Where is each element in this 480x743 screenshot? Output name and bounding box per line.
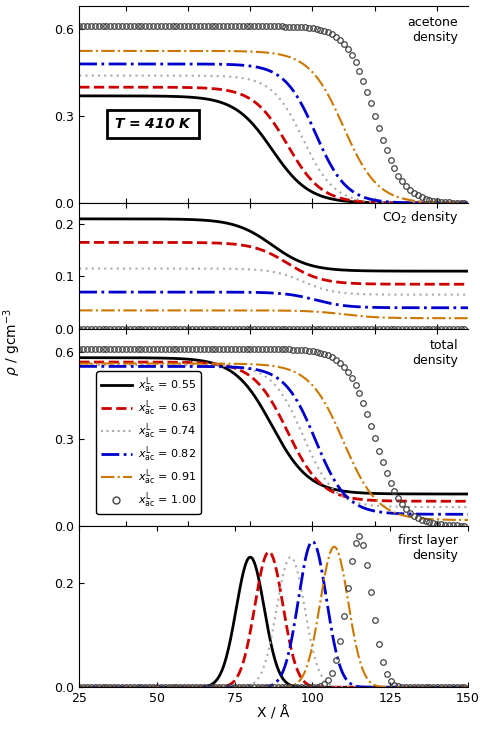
Legend: $x_{\rm ac}^{\rm L}$ = 0.55, $x_{\rm ac}^{\rm L}$ = 0.63, $x_{\rm ac}^{\rm L}$ =: $x_{\rm ac}^{\rm L}$ = 0.55, $x_{\rm ac}… [96,372,201,514]
Text: total
density: total density [412,339,458,366]
Text: first layer
density: first layer density [398,534,458,562]
X-axis label: X / Å: X / Å [257,707,290,721]
Text: $\bfit{T}$ = 410 K: $\bfit{T}$ = 410 K [114,117,192,132]
Text: acetone
density: acetone density [408,16,458,44]
Text: $\rho$ / gcm$^{-3}$: $\rho$ / gcm$^{-3}$ [1,308,23,376]
Text: CO$_2$ density: CO$_2$ density [382,210,458,227]
